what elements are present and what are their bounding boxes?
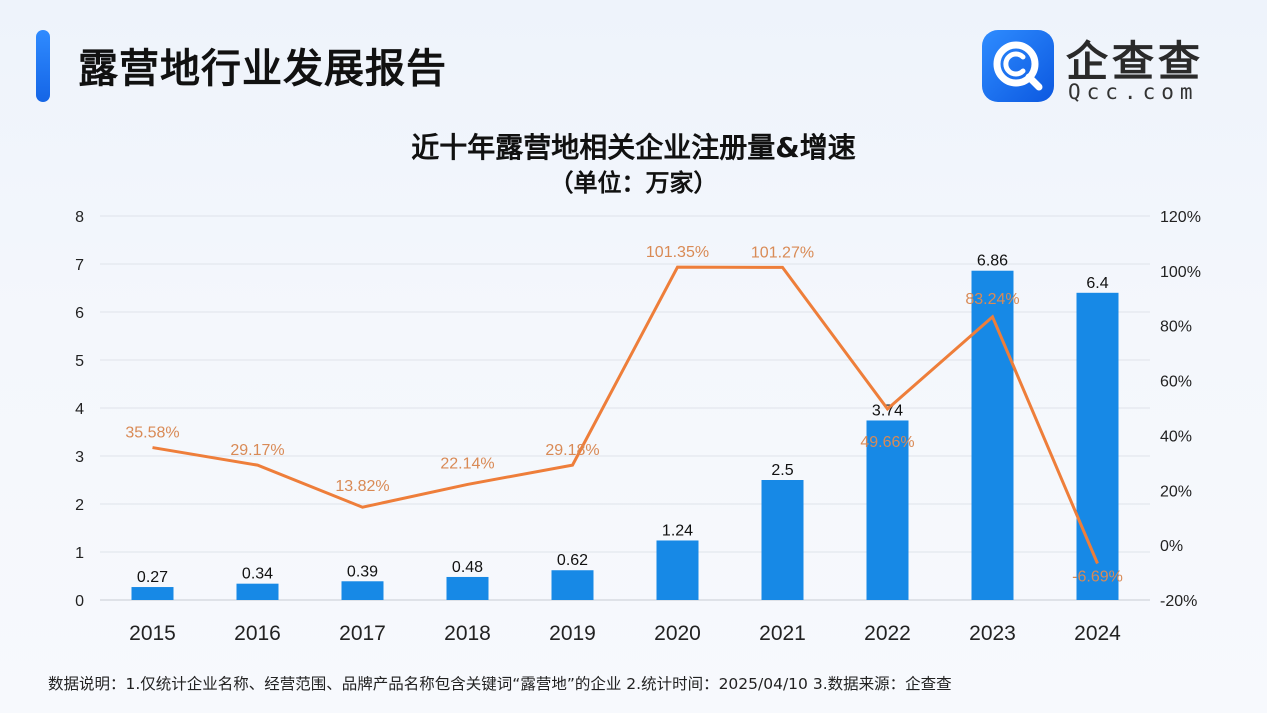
bar-value-label: 0.39 — [347, 563, 378, 580]
bar — [341, 581, 384, 600]
x-axis-tick-label: 2023 — [969, 622, 1016, 645]
left-axis-tick-label: 3 — [75, 449, 84, 466]
page-title: 露营地行业发展报告 — [78, 46, 447, 92]
left-axis-tick-label: 0 — [75, 593, 84, 610]
bar-value-label: 6.86 — [977, 253, 1008, 270]
bar — [866, 420, 909, 600]
x-axis-tick-label: 2019 — [549, 622, 596, 645]
logo-name-cn: 企查查 — [1066, 37, 1205, 86]
bar — [1076, 292, 1119, 600]
bar-value-label: 0.62 — [557, 552, 588, 569]
bar — [971, 270, 1014, 600]
footnote: 数据说明：1.仅统计企业名称、经营范围、品牌产品名称包含关键词“露营地”的企业 … — [48, 675, 952, 693]
x-axis-tick-label: 2021 — [759, 622, 806, 645]
bar — [236, 583, 279, 600]
growth-rate-label: 101.27% — [751, 244, 814, 261]
right-axis-tick-label: 0% — [1160, 538, 1183, 555]
bar-value-label: 0.48 — [452, 559, 483, 576]
x-axis-tick-label: 2017 — [339, 622, 386, 645]
title-accent-bar — [36, 30, 50, 102]
growth-rate-label: -6.69% — [1072, 568, 1123, 585]
left-axis-tick-label: 4 — [75, 401, 84, 418]
bar — [446, 576, 489, 600]
growth-rate-label: 13.82% — [335, 478, 389, 495]
bar — [551, 570, 594, 600]
logo-name-en: Qcc.com — [1068, 80, 1199, 104]
right-axis-tick-label: -20% — [1160, 593, 1197, 610]
bar-value-label: 3.74 — [872, 402, 903, 419]
x-axis-tick-label: 2016 — [234, 622, 281, 645]
x-axis-tick-label: 2020 — [654, 622, 701, 645]
bar-value-label: 0.34 — [242, 566, 273, 583]
chart-title: 近十年露营地相关企业注册量&增速 — [411, 131, 856, 164]
brand-logo: 企查查 Qcc.com — [982, 28, 1222, 104]
right-axis-tick-label: 60% — [1160, 374, 1192, 391]
growth-rate-label: 22.14% — [440, 455, 494, 472]
bar — [656, 540, 699, 600]
bar — [761, 480, 804, 600]
bar-value-label: 2.5 — [771, 462, 793, 479]
bar — [131, 587, 174, 600]
growth-rate-label: 35.58% — [125, 425, 179, 442]
x-axis-tick-label: 2015 — [129, 622, 176, 645]
bar-value-label: 1.24 — [662, 522, 693, 539]
growth-rate-label: 49.66% — [860, 434, 914, 451]
chart-subtitle: （单位：万家） — [549, 169, 718, 197]
left-axis-tick-label: 5 — [75, 353, 84, 370]
right-axis-tick-label: 120% — [1160, 209, 1201, 226]
left-axis-tick-label: 1 — [75, 545, 84, 562]
growth-rate-label: 29.17% — [230, 442, 284, 459]
bar-value-label: 6.4 — [1086, 275, 1108, 292]
left-axis-tick-label: 8 — [75, 209, 84, 226]
growth-rate-label: 101.35% — [646, 244, 709, 261]
x-axis-tick-label: 2022 — [864, 622, 911, 645]
x-axis-tick-label: 2024 — [1074, 622, 1121, 645]
x-axis-tick-label: 2018 — [444, 622, 491, 645]
left-axis-tick-label: 6 — [75, 305, 84, 322]
right-axis-tick-label: 20% — [1160, 483, 1192, 500]
right-axis-tick-label: 100% — [1160, 264, 1201, 281]
left-axis-tick-label: 7 — [75, 257, 84, 274]
growth-rate-label: 83.24% — [965, 291, 1019, 308]
right-axis-tick-label: 80% — [1160, 319, 1192, 336]
qcc-magnifier-logo-icon — [982, 30, 1054, 102]
bar-value-label: 0.27 — [137, 569, 168, 586]
growth-rate-label: 29.18% — [545, 442, 599, 459]
growth-rate-line — [152, 265, 1099, 565]
right-axis-tick-label: 40% — [1160, 428, 1192, 445]
left-axis-tick-label: 2 — [75, 497, 84, 514]
